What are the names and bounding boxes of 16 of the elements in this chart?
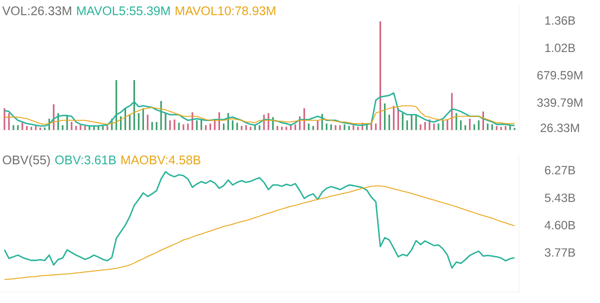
y-tick-label: 6.27B	[544, 166, 575, 174]
y-tick-label: 26.33M	[540, 124, 579, 132]
line-series	[4, 171, 516, 269]
y-tick-label: 4.60B	[544, 220, 575, 230]
y-tick-label: 679.59M	[537, 71, 582, 80]
y-tick-label: 3.77B	[544, 248, 575, 257]
text: MAVOL5:55.39M	[77, 6, 170, 16]
y-tick-label: 1.02B	[545, 44, 575, 52]
text: MAOBV:4.58B	[122, 156, 200, 164]
y-tick-label: 1.36B	[545, 16, 575, 25]
y-tick-label: 5.43B	[544, 194, 575, 202]
y-tick-label: 339.79M	[537, 98, 582, 107]
text: MAVOL10:78.93M	[176, 6, 276, 16]
text: OBV:3.61B	[55, 156, 116, 164]
chart-title: VOL:26.33M	[2, 6, 72, 16]
chart-title: OBV(55)	[2, 155, 50, 167]
